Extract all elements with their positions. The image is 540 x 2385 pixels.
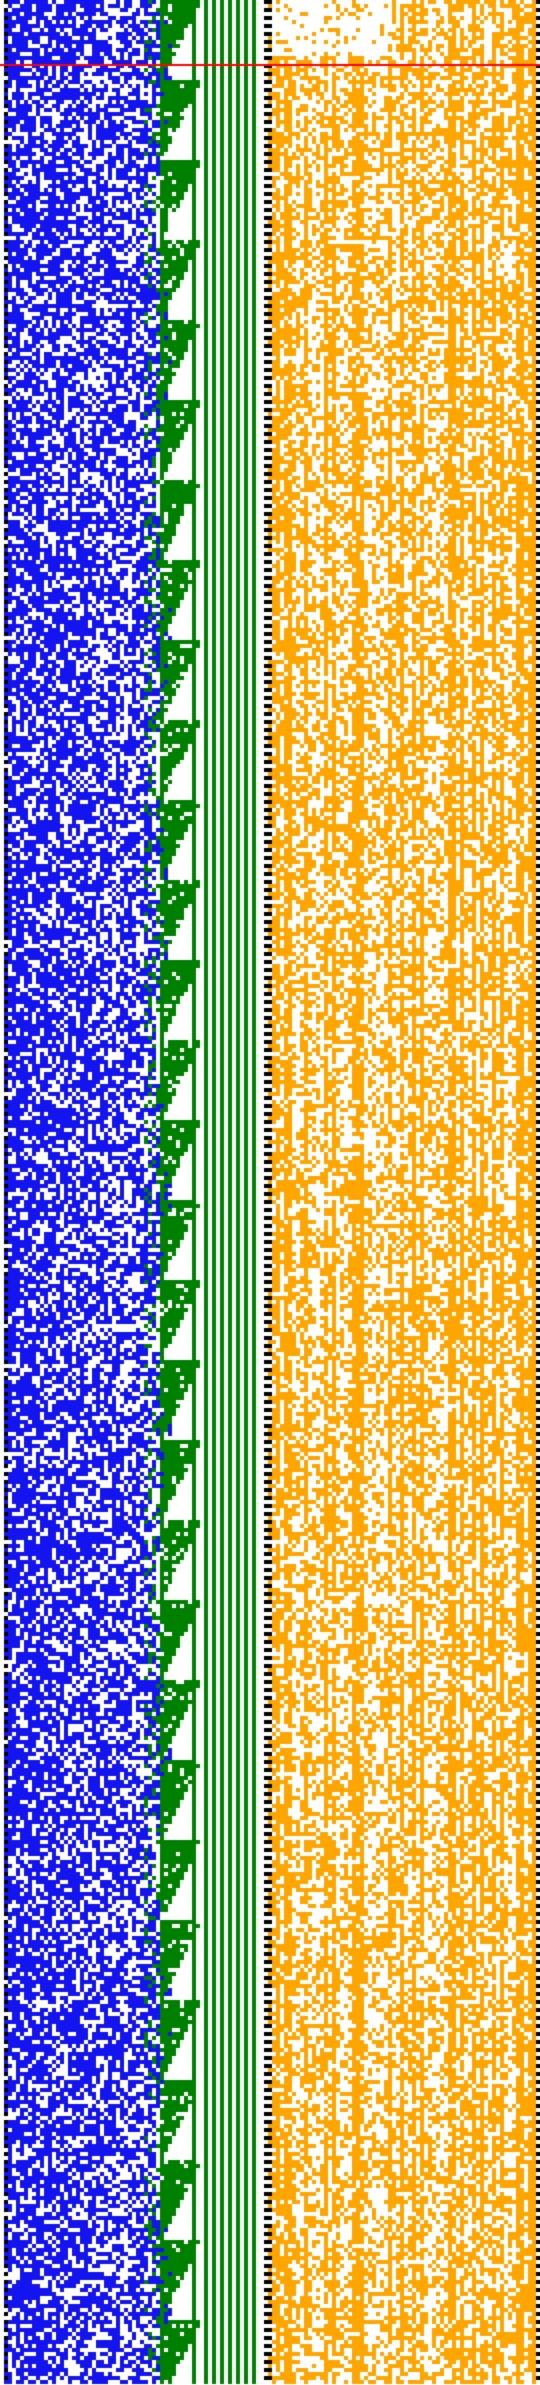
bitmap-canvas — [0, 0, 540, 2385]
occupancy-bitmap — [0, 0, 540, 2385]
